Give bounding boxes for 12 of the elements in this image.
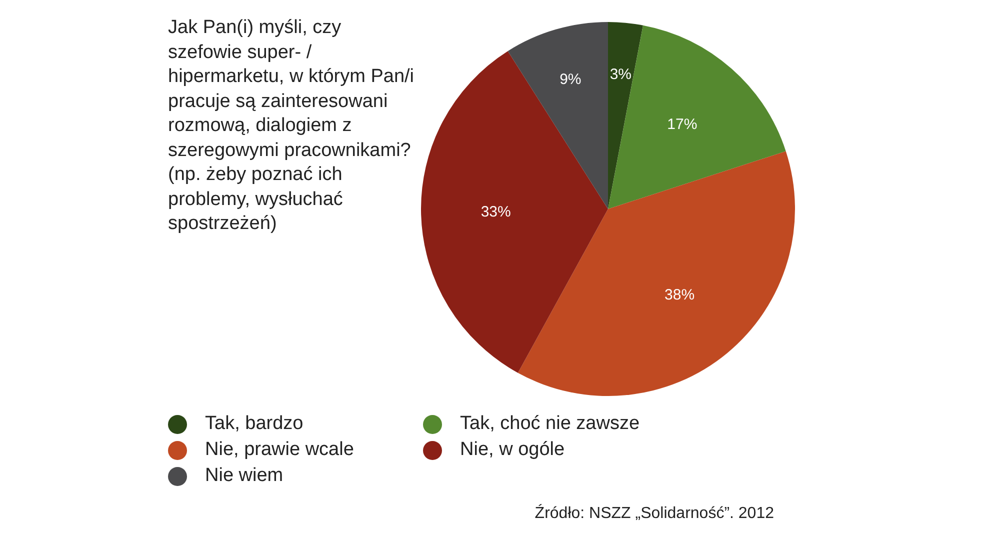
legend-label: Tak, choć nie zawsze xyxy=(460,413,640,435)
chart-title: Jak Pan(i) myśli, czy szefowie super- / hipermarketu, w którym Pan/i pracuje są zainteresowani rozmową, dialogiem z szeregowymi pracownikami? (np. żeby poznać ich problemy, wysłuchać spostrzeżeń) xyxy=(168,17,414,234)
data-label: 38% xyxy=(664,286,695,304)
legend-label: Tak, bardzo xyxy=(205,413,304,435)
legend-label: Nie, prawie wcale xyxy=(205,439,354,461)
data-label: 9% xyxy=(560,70,582,88)
data-label: 3% xyxy=(610,66,632,84)
legend-label: Nie wiem xyxy=(205,465,284,487)
data-label: 17% xyxy=(667,116,698,133)
data-label: 33% xyxy=(480,204,511,221)
legend-label: Nie, w ogóle xyxy=(460,439,565,461)
text: Źródło: NSZZ „Solidarność”. 2012 xyxy=(534,505,774,523)
